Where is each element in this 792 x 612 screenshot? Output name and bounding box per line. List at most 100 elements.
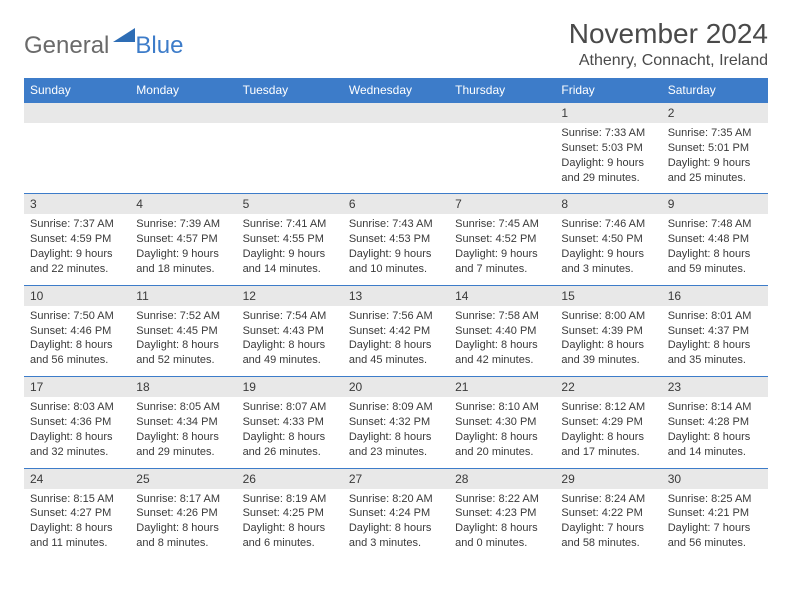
sunrise-text: Sunrise: 8:05 AM [136, 400, 230, 415]
title-block: November 2024 Athenry, Connacht, Ireland [569, 18, 768, 70]
sunset-text: Sunset: 4:36 PM [30, 415, 124, 430]
day-cell: Sunrise: 8:24 AMSunset: 4:22 PMDaylight:… [555, 489, 661, 559]
sunset-text: Sunset: 5:01 PM [668, 141, 762, 156]
sunset-text: Sunset: 4:32 PM [349, 415, 443, 430]
day-number: 28 [449, 468, 555, 489]
day-number: 17 [24, 377, 130, 398]
sunrise-text: Sunrise: 8:15 AM [30, 492, 124, 507]
daynum-row: 12 [24, 103, 768, 124]
sunset-text: Sunset: 4:34 PM [136, 415, 230, 430]
calendar-table: Sunday Monday Tuesday Wednesday Thursday… [24, 78, 768, 559]
daylight-text: Daylight: 8 hours and 14 minutes. [668, 430, 762, 460]
sunset-text: Sunset: 5:03 PM [561, 141, 655, 156]
sunrise-text: Sunrise: 8:22 AM [455, 492, 549, 507]
sunrise-text: Sunrise: 7:39 AM [136, 217, 230, 232]
day-number: 2 [662, 103, 768, 124]
day-number: 14 [449, 285, 555, 306]
daynum-row: 3456789 [24, 194, 768, 215]
daylight-text: Daylight: 8 hours and 45 minutes. [349, 338, 443, 368]
day-number: 29 [555, 468, 661, 489]
day-cell: Sunrise: 8:10 AMSunset: 4:30 PMDaylight:… [449, 397, 555, 468]
day-cell: Sunrise: 8:20 AMSunset: 4:24 PMDaylight:… [343, 489, 449, 559]
daylight-text: Daylight: 9 hours and 7 minutes. [455, 247, 549, 277]
sunset-text: Sunset: 4:23 PM [455, 506, 549, 521]
sunset-text: Sunset: 4:29 PM [561, 415, 655, 430]
sunrise-text: Sunrise: 7:43 AM [349, 217, 443, 232]
day-cell: Sunrise: 7:48 AMSunset: 4:48 PMDaylight:… [662, 214, 768, 285]
sunset-text: Sunset: 4:21 PM [668, 506, 762, 521]
sunset-text: Sunset: 4:46 PM [30, 324, 124, 339]
day-cell: Sunrise: 8:15 AMSunset: 4:27 PMDaylight:… [24, 489, 130, 559]
content-row: Sunrise: 7:50 AMSunset: 4:46 PMDaylight:… [24, 306, 768, 377]
day-header-row: Sunday Monday Tuesday Wednesday Thursday… [24, 78, 768, 103]
day-cell: Sunrise: 8:03 AMSunset: 4:36 PMDaylight:… [24, 397, 130, 468]
sunset-text: Sunset: 4:57 PM [136, 232, 230, 247]
day-cell: Sunrise: 7:46 AMSunset: 4:50 PMDaylight:… [555, 214, 661, 285]
daylight-text: Daylight: 8 hours and 35 minutes. [668, 338, 762, 368]
day-header: Sunday [24, 78, 130, 103]
sunrise-text: Sunrise: 8:03 AM [30, 400, 124, 415]
day-number: 6 [343, 194, 449, 215]
day-number: 4 [130, 194, 236, 215]
sunrise-text: Sunrise: 8:09 AM [349, 400, 443, 415]
sunrise-text: Sunrise: 7:45 AM [455, 217, 549, 232]
sunrise-text: Sunrise: 8:12 AM [561, 400, 655, 415]
day-number: 26 [237, 468, 343, 489]
logo-text-blue: Blue [135, 32, 183, 60]
daylight-text: Daylight: 8 hours and 3 minutes. [349, 521, 443, 551]
day-header: Thursday [449, 78, 555, 103]
sunset-text: Sunset: 4:40 PM [455, 324, 549, 339]
location: Athenry, Connacht, Ireland [569, 52, 768, 70]
sunset-text: Sunset: 4:25 PM [243, 506, 337, 521]
day-number: 30 [662, 468, 768, 489]
day-number: 18 [130, 377, 236, 398]
day-cell: Sunrise: 8:12 AMSunset: 4:29 PMDaylight:… [555, 397, 661, 468]
day-cell: Sunrise: 7:43 AMSunset: 4:53 PMDaylight:… [343, 214, 449, 285]
sunrise-text: Sunrise: 7:33 AM [561, 126, 655, 141]
day-number: 15 [555, 285, 661, 306]
day-header: Tuesday [237, 78, 343, 103]
sunset-text: Sunset: 4:26 PM [136, 506, 230, 521]
sunrise-text: Sunrise: 8:19 AM [243, 492, 337, 507]
day-number [237, 103, 343, 124]
day-cell: Sunrise: 8:05 AMSunset: 4:34 PMDaylight:… [130, 397, 236, 468]
day-number: 16 [662, 285, 768, 306]
day-number [130, 103, 236, 124]
day-header: Saturday [662, 78, 768, 103]
sunset-text: Sunset: 4:24 PM [349, 506, 443, 521]
sunset-text: Sunset: 4:22 PM [561, 506, 655, 521]
daylight-text: Daylight: 9 hours and 14 minutes. [243, 247, 337, 277]
day-number: 8 [555, 194, 661, 215]
sunset-text: Sunset: 4:28 PM [668, 415, 762, 430]
sunrise-text: Sunrise: 8:14 AM [668, 400, 762, 415]
sunrise-text: Sunrise: 7:46 AM [561, 217, 655, 232]
day-cell: Sunrise: 8:22 AMSunset: 4:23 PMDaylight:… [449, 489, 555, 559]
day-number: 13 [343, 285, 449, 306]
daylight-text: Daylight: 8 hours and 20 minutes. [455, 430, 549, 460]
sunset-text: Sunset: 4:39 PM [561, 324, 655, 339]
day-number: 22 [555, 377, 661, 398]
day-cell [343, 123, 449, 194]
sunset-text: Sunset: 4:42 PM [349, 324, 443, 339]
day-cell [130, 123, 236, 194]
day-number: 10 [24, 285, 130, 306]
content-row: Sunrise: 7:37 AMSunset: 4:59 PMDaylight:… [24, 214, 768, 285]
day-cell [24, 123, 130, 194]
day-cell [449, 123, 555, 194]
day-cell [237, 123, 343, 194]
daylight-text: Daylight: 9 hours and 18 minutes. [136, 247, 230, 277]
daylight-text: Daylight: 8 hours and 0 minutes. [455, 521, 549, 551]
sunset-text: Sunset: 4:45 PM [136, 324, 230, 339]
header: General Blue November 2024 Athenry, Conn… [24, 18, 768, 70]
day-cell: Sunrise: 7:39 AMSunset: 4:57 PMDaylight:… [130, 214, 236, 285]
day-number [449, 103, 555, 124]
sunset-text: Sunset: 4:43 PM [243, 324, 337, 339]
daylight-text: Daylight: 8 hours and 56 minutes. [30, 338, 124, 368]
daylight-text: Daylight: 8 hours and 59 minutes. [668, 247, 762, 277]
day-cell: Sunrise: 8:25 AMSunset: 4:21 PMDaylight:… [662, 489, 768, 559]
day-cell: Sunrise: 7:54 AMSunset: 4:43 PMDaylight:… [237, 306, 343, 377]
logo-triangle-icon [113, 26, 135, 47]
sunrise-text: Sunrise: 8:20 AM [349, 492, 443, 507]
content-row: Sunrise: 8:03 AMSunset: 4:36 PM Daylight:… [24, 397, 768, 468]
daylight-text: Daylight: 9 hours and 25 minutes. [668, 156, 762, 186]
